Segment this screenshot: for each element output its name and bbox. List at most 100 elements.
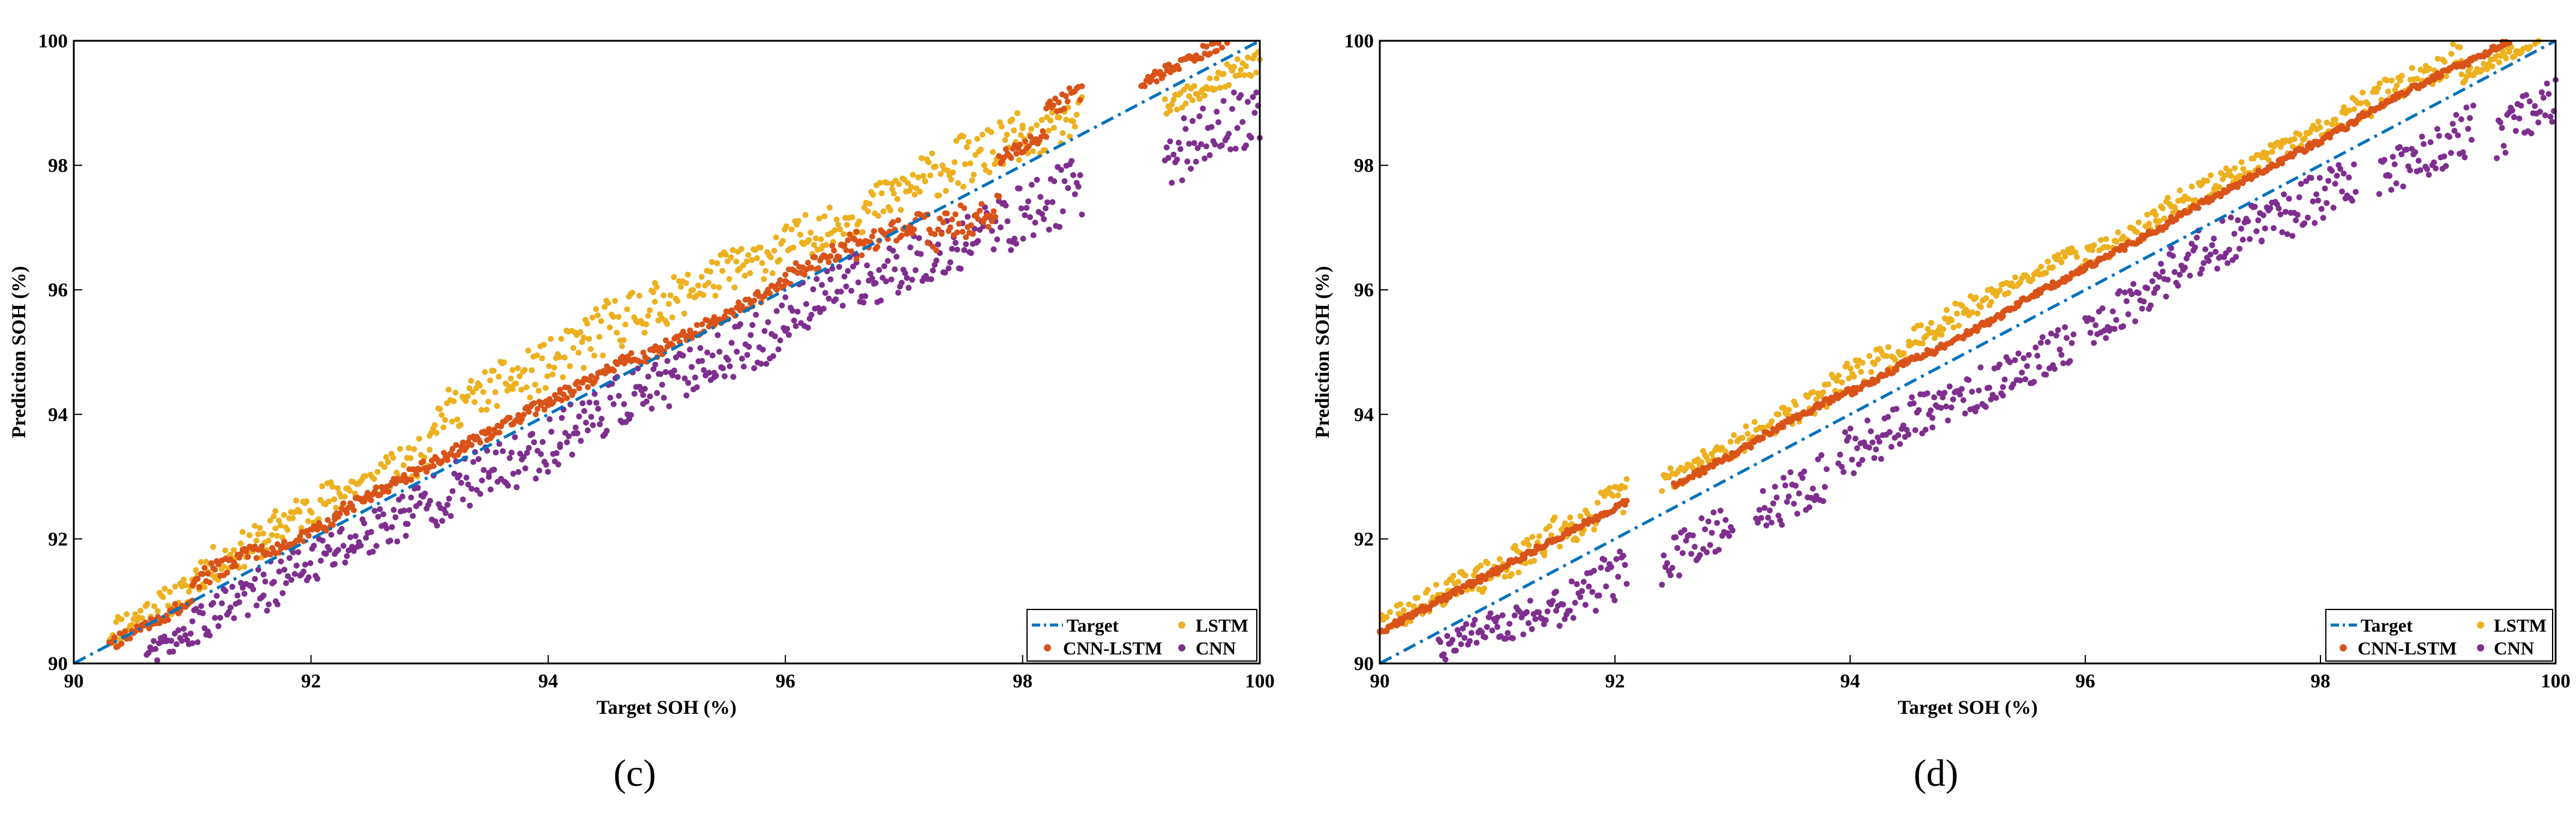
cnn-point <box>1525 620 1532 626</box>
cnn-lstm-point <box>401 471 407 478</box>
lstm-point <box>681 310 687 317</box>
lstm-point <box>400 462 407 468</box>
cnn-point <box>1520 631 1527 638</box>
cnn-lstm-point <box>1521 555 1528 561</box>
lstm-point <box>807 229 814 236</box>
y-tick-label: 100 <box>38 31 68 52</box>
cnn-point <box>2060 360 2067 367</box>
cnn-lstm-point <box>243 548 250 554</box>
cnn-point <box>881 263 888 269</box>
cnn-point <box>1449 636 1456 643</box>
lstm-point <box>201 584 208 590</box>
cnn-point <box>340 542 347 549</box>
lstm-point <box>1834 377 1840 384</box>
cnn-lstm-point <box>212 566 218 573</box>
cnn-lstm-point <box>977 208 983 214</box>
cnn-point <box>1037 194 1044 200</box>
cnn-point <box>2318 206 2325 212</box>
cnn-point <box>559 414 565 421</box>
cnn-point <box>1601 557 1608 563</box>
cnn-point <box>773 308 780 314</box>
cnn-point <box>1730 527 1736 534</box>
cnn-point <box>2465 125 2472 132</box>
cnn-point <box>536 467 542 474</box>
cnn-point <box>590 422 596 428</box>
lstm-point <box>849 214 855 221</box>
lstm-point <box>1529 534 1536 540</box>
cnn-point <box>2284 231 2290 238</box>
cnn-point <box>1977 364 1984 371</box>
cnn-point <box>2193 235 2200 241</box>
cnn-point <box>616 392 622 399</box>
cnn-point <box>2502 149 2509 156</box>
cnn-point <box>1806 504 1813 510</box>
cnn-point <box>2350 161 2357 168</box>
lstm-point <box>827 205 833 211</box>
lstm-point <box>532 382 539 388</box>
cnn-point <box>1845 434 1852 440</box>
cnn-lstm-point <box>456 449 463 455</box>
lstm-point <box>802 212 809 218</box>
lstm-point <box>1885 344 1892 350</box>
lstm-point <box>866 200 873 207</box>
cnn-lstm-point <box>224 569 230 576</box>
lstm-point <box>581 365 587 371</box>
lstm-point <box>645 313 651 319</box>
cnn-point <box>786 332 792 338</box>
cnn-point <box>1529 626 1535 632</box>
lstm-point <box>2152 212 2159 218</box>
lstm-point <box>790 244 797 251</box>
cnn-point <box>604 428 610 434</box>
cnn-point <box>1582 602 1589 608</box>
cnn-point <box>2239 236 2246 243</box>
panel-c-ylabel: Prediction SOH (%) <box>8 266 30 438</box>
cnn-lstm-point <box>804 259 811 266</box>
panel-d-caption: (d) <box>1914 752 1959 794</box>
lstm-point <box>1610 492 1616 499</box>
cnn-point <box>1869 439 1876 446</box>
lstm-point <box>1531 557 1538 564</box>
lstm-point <box>1462 572 1469 579</box>
lstm-point <box>920 173 927 179</box>
cnn-point <box>380 511 386 518</box>
lstm-point <box>665 301 672 307</box>
lstm-point <box>887 207 894 214</box>
cnn-point <box>1859 456 1866 463</box>
cnn-point <box>693 384 700 391</box>
cnn-point <box>2281 191 2287 197</box>
cnn-lstm-point <box>933 247 939 254</box>
x-tick-label: 100 <box>2541 671 2571 692</box>
lstm-point <box>1056 114 1062 121</box>
cnn-point <box>1996 361 2003 368</box>
cnn-lstm-point <box>118 641 125 647</box>
cnn-point <box>481 467 487 473</box>
cnn-point <box>292 570 298 577</box>
cnn-lstm-point <box>245 554 251 560</box>
lstm-point <box>2489 63 2496 70</box>
cnn-point <box>479 477 485 483</box>
lstm-point <box>331 496 338 503</box>
cnn-point <box>2017 377 2023 384</box>
lstm-point <box>406 444 412 451</box>
cnn-lstm-point <box>531 400 538 407</box>
cnn-point <box>1452 647 1459 654</box>
cnn-lstm-point <box>777 277 783 283</box>
lstm-point <box>977 146 984 153</box>
cnn-point <box>475 456 482 462</box>
cnn-point <box>578 438 584 444</box>
cnn-point <box>168 638 175 644</box>
lstm-point <box>678 284 684 290</box>
cnn-point <box>792 323 799 329</box>
cnn-point <box>1229 106 1235 112</box>
cnn-point <box>957 266 964 272</box>
cnn-point <box>2455 132 2461 139</box>
cnn-point <box>1077 172 1083 178</box>
cnn-lstm-point <box>2303 148 2310 154</box>
cnn-point <box>1864 417 1871 423</box>
cnn-point <box>2022 376 2029 383</box>
cnn-point <box>2130 281 2137 287</box>
lstm-point <box>1397 601 1404 608</box>
lstm-point <box>513 380 520 387</box>
cnn-point <box>758 361 764 367</box>
legend-cnn-label: CNN <box>1196 638 1236 659</box>
